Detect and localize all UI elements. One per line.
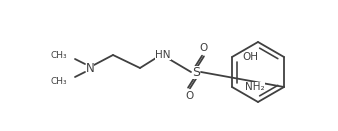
Text: CH₃: CH₃ (50, 77, 67, 86)
Text: N: N (86, 61, 94, 75)
Text: NH₂: NH₂ (245, 82, 265, 92)
Text: HN: HN (155, 50, 171, 60)
Text: O: O (185, 91, 193, 101)
Text: O: O (199, 43, 207, 53)
Text: S: S (192, 66, 200, 78)
Text: CH₃: CH₃ (50, 50, 67, 59)
Text: OH: OH (242, 52, 258, 62)
